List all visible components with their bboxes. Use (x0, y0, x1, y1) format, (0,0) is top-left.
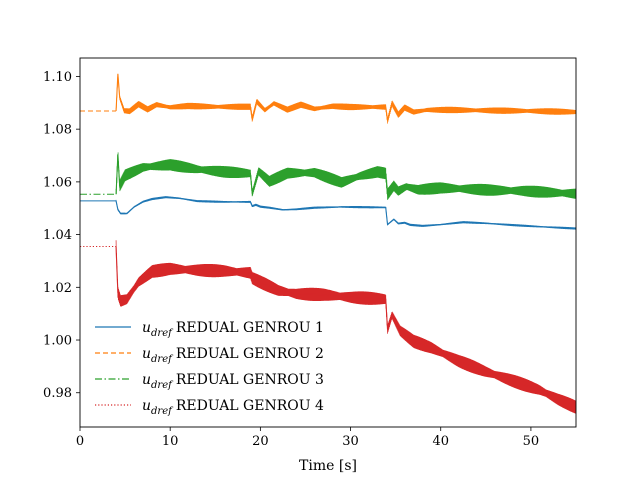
x-tick-label: 50 (523, 434, 540, 449)
series-4 (80, 240, 576, 414)
legend-item-3: udref REDUAL GENROU 3 (95, 372, 324, 391)
legend-label: udref REDUAL GENROU 4 (142, 398, 324, 417)
x-tick-label: 40 (432, 434, 449, 449)
series-layer (80, 73, 576, 414)
y-tick-label: 0.98 (43, 386, 72, 401)
x-tick-label: 0 (76, 434, 84, 449)
y-axis: 0.98 1.00 1.02 1.04 1.06 1.08 1.10 (43, 70, 80, 401)
series-3-line (115, 152, 576, 200)
legend-item-2: udref REDUAL GENROU 2 (95, 346, 324, 365)
x-tick-label: 10 (162, 434, 179, 449)
legend: udref REDUAL GENROU 1 udref REDUAL GENROU 2… (95, 320, 324, 417)
x-tick-label: 30 (342, 434, 359, 449)
x-axis: 0 10 20 30 40 50 (76, 427, 539, 449)
y-tick-label: 1.02 (43, 281, 72, 296)
y-tick-label: 1.08 (43, 123, 72, 138)
legend-label: udref REDUAL GENROU 3 (142, 372, 324, 391)
series-1-trend (115, 196, 576, 230)
y-tick-label: 1.04 (43, 228, 72, 243)
series-1 (80, 196, 576, 230)
series-2-trend (115, 73, 576, 121)
series-2-line (115, 74, 576, 124)
series-3 (80, 152, 576, 200)
x-tick-label: 20 (252, 434, 269, 449)
legend-item-4: udref REDUAL GENROU 4 (95, 398, 324, 417)
plot-area-frame (79, 57, 577, 428)
legend-item-1: udref REDUAL GENROU 1 (95, 320, 324, 339)
series-3-trend (115, 154, 576, 196)
y-tick-label: 1.10 (43, 70, 72, 85)
series-2 (80, 73, 576, 124)
legend-label: udref REDUAL GENROU 1 (142, 320, 324, 339)
y-tick-label: 1.00 (43, 334, 72, 349)
x-axis-label: Time [s] (299, 458, 357, 474)
y-tick-label: 1.06 (43, 175, 72, 190)
series-4-trend (115, 246, 576, 408)
legend-label: udref REDUAL GENROU 2 (142, 346, 324, 365)
